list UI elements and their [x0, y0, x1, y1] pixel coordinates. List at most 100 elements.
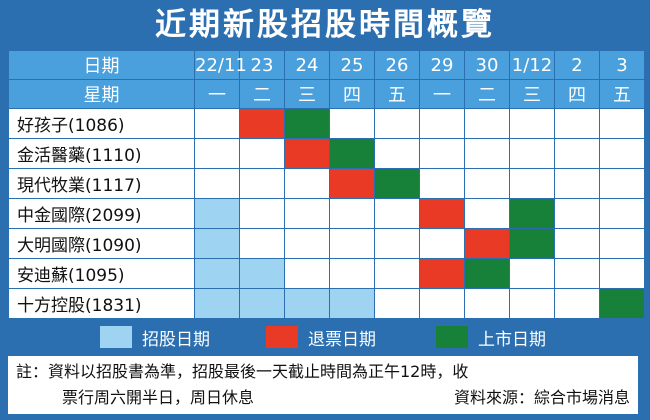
- refund-cell: [464, 228, 510, 259]
- refund-cell: [329, 168, 375, 199]
- subscription-cell: [194, 288, 240, 319]
- subscription-cell: [329, 288, 375, 319]
- table-row: 大明國際(1090): [8, 228, 645, 259]
- legend: 招股日期 退票日期 上市日期: [0, 320, 650, 354]
- empty-cell: [374, 258, 420, 289]
- date-header-cell: 2: [554, 50, 600, 80]
- empty-cell: [194, 108, 240, 139]
- empty-cell: [599, 258, 645, 289]
- listing-cell: [599, 288, 645, 319]
- page-title: 近期新股招股時間概覽: [155, 7, 495, 43]
- refund-cell: [239, 108, 285, 139]
- listing-cell: [464, 258, 510, 289]
- subscription-cell: [239, 288, 285, 319]
- empty-cell: [554, 198, 600, 229]
- refund-cell: [284, 138, 330, 169]
- empty-cell: [419, 228, 465, 259]
- empty-cell: [419, 108, 465, 139]
- empty-cell: [554, 228, 600, 259]
- listing-cell: [284, 108, 330, 139]
- empty-cell: [284, 198, 330, 229]
- date-header-cell: 29: [419, 50, 465, 80]
- subscription-cell: [284, 288, 330, 319]
- date-header-cell: 3: [599, 50, 645, 80]
- empty-cell: [554, 258, 600, 289]
- table-row: 十方控股(1831): [8, 288, 645, 319]
- stock-name-cell: 中金國際(2099): [8, 198, 195, 229]
- weekday-header-cell: 一: [419, 79, 465, 109]
- empty-cell: [554, 108, 600, 139]
- empty-cell: [374, 138, 420, 169]
- empty-cell: [194, 168, 240, 199]
- date-header-cell: 24: [284, 50, 330, 80]
- refund-cell: [419, 258, 465, 289]
- empty-cell: [419, 168, 465, 199]
- empty-cell: [509, 168, 555, 199]
- weekday-header-cell: 二: [464, 79, 510, 109]
- listing-cell: [509, 228, 555, 259]
- legend-swatch-subscription: [100, 326, 132, 348]
- date-header-cell: 23: [239, 50, 285, 80]
- empty-cell: [464, 138, 510, 169]
- subscription-cell: [194, 228, 240, 259]
- table-row: 安迪蘇(1095): [8, 258, 645, 289]
- footnote-line-1: 註：資料以招股書為準，招股最後一天截止時間為正午12時，收: [16, 362, 469, 381]
- empty-cell: [374, 198, 420, 229]
- date-header-cell: 22/11: [194, 50, 247, 80]
- empty-cell: [239, 168, 285, 199]
- empty-cell: [284, 228, 330, 259]
- listing-cell: [374, 168, 420, 199]
- empty-cell: [554, 168, 600, 199]
- empty-cell: [239, 198, 285, 229]
- legend-label-listing: 上市日期: [478, 329, 546, 350]
- source-credit: 資料來源：綜合市場消息: [453, 388, 630, 407]
- empty-cell: [509, 108, 555, 139]
- empty-cell: [509, 288, 555, 319]
- stock-name-cell: 金活醫藥(1110): [8, 138, 195, 169]
- date-header-label: 日期: [8, 50, 195, 80]
- subscription-cell: [194, 258, 240, 289]
- stock-name-cell: 現代牧業(1117): [8, 168, 195, 199]
- empty-cell: [464, 168, 510, 199]
- legend-swatch-refund: [266, 326, 298, 348]
- date-header-row: 日期 22/11 23 24 25 26 29 30 1/12 2 3: [8, 50, 645, 80]
- date-header-cell: 26: [374, 50, 420, 80]
- empty-cell: [239, 228, 285, 259]
- legend-item-subscription: 招股日期: [100, 324, 210, 350]
- empty-cell: [509, 138, 555, 169]
- empty-cell: [419, 138, 465, 169]
- schedule-table: 日期 22/11 23 24 25 26 29 30 1/12 2 3 星期一二三四五一二三四五好孩子…: [8, 50, 645, 319]
- footnote-box: 註：資料以招股書為準，招股最後一天截止時間為正午12時，收 票行周六開半日，周日…: [8, 356, 638, 414]
- empty-cell: [599, 168, 645, 199]
- refund-cell: [419, 198, 465, 229]
- empty-cell: [329, 258, 375, 289]
- empty-cell: [599, 228, 645, 259]
- stock-name-cell: 好孩子(1086): [8, 108, 195, 139]
- weekday-header-cell: 一: [194, 79, 240, 109]
- empty-cell: [509, 258, 555, 289]
- legend-label-refund: 退票日期: [308, 329, 376, 350]
- empty-cell: [284, 168, 330, 199]
- empty-cell: [599, 198, 645, 229]
- empty-cell: [374, 108, 420, 139]
- listing-cell: [509, 198, 555, 229]
- empty-cell: [464, 288, 510, 319]
- empty-cell: [329, 198, 375, 229]
- empty-cell: [374, 288, 420, 319]
- stock-name-cell: 安迪蘇(1095): [8, 258, 195, 289]
- empty-cell: [239, 138, 285, 169]
- empty-cell: [554, 138, 600, 169]
- empty-cell: [374, 228, 420, 259]
- weekday-header-label: 星期: [8, 79, 195, 109]
- date-header-cell: 1/12: [509, 50, 555, 80]
- subscription-cell: [239, 258, 285, 289]
- empty-cell: [464, 108, 510, 139]
- table-row: 金活醫藥(1110): [8, 138, 645, 169]
- weekday-header-row: 星期一二三四五一二三四五: [8, 79, 645, 109]
- empty-cell: [464, 198, 510, 229]
- empty-cell: [194, 138, 240, 169]
- empty-cell: [419, 288, 465, 319]
- empty-cell: [599, 108, 645, 139]
- weekday-header-cell: 四: [554, 79, 600, 109]
- table-row: 中金國際(2099): [8, 198, 645, 229]
